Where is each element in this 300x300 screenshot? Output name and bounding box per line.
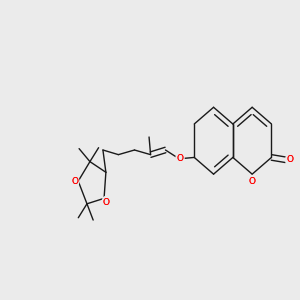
Circle shape — [102, 196, 110, 208]
Text: O: O — [102, 198, 110, 207]
Text: O: O — [72, 177, 79, 186]
Circle shape — [286, 154, 294, 166]
Circle shape — [176, 152, 184, 164]
Text: O: O — [176, 154, 184, 163]
Text: O: O — [249, 177, 256, 186]
Text: O: O — [249, 177, 256, 186]
Circle shape — [248, 176, 256, 188]
Text: O: O — [176, 154, 184, 163]
Circle shape — [71, 176, 79, 187]
Text: O: O — [286, 155, 293, 164]
Text: O: O — [72, 177, 79, 186]
Text: O: O — [286, 155, 293, 164]
Text: O: O — [102, 198, 110, 207]
